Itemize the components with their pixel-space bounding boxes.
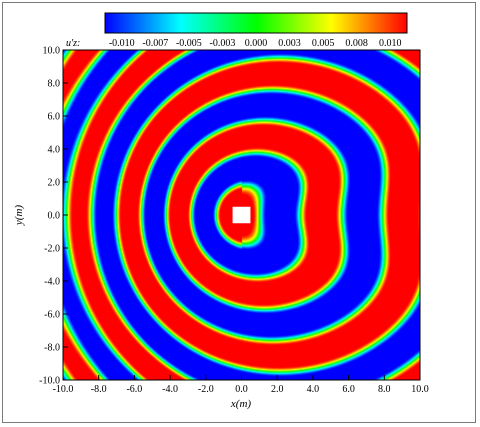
x-tick-label: 8.0 <box>378 384 391 395</box>
y-tick-label: 0.0 <box>48 211 61 222</box>
x-axis-ticks: -10.0 -8.0 -6.0 -4.0 -2.0 0.0 2.0 4.0 6.0 8.0 10.0 <box>53 375 429 395</box>
x-tick-label: -10.0 <box>53 384 74 395</box>
y-tick-label: 8.0 <box>48 79 61 90</box>
y-tick-label: -10.0 <box>39 376 60 387</box>
colorbar-tick-label: 0.008 <box>345 38 368 49</box>
x-tick-label: -2.0 <box>198 384 214 395</box>
x-axis-label: x(m) <box>230 398 251 410</box>
x-tick-label: -6.0 <box>126 384 142 395</box>
colorbar <box>104 12 408 34</box>
y-tick-label: 10.0 <box>43 46 61 57</box>
colorbar-tick-label: 0.005 <box>312 38 335 49</box>
y-tick-label: -8.0 <box>44 343 60 354</box>
colorbar-tick-label: -0.010 <box>109 38 135 49</box>
y-tick-label: 6.0 <box>48 112 61 123</box>
x-tick-label: -8.0 <box>91 384 107 395</box>
colorbar-tick-label: 0.010 <box>379 38 402 49</box>
y-tick-label: 4.0 <box>48 145 61 156</box>
colorbar-tick-label: 0.000 <box>245 38 268 49</box>
figure-frame <box>2 2 476 423</box>
colorbar-tick-label: -0.007 <box>142 38 168 49</box>
colorbar-tick-label: -0.003 <box>210 38 236 49</box>
y-tick-label: -6.0 <box>44 310 60 321</box>
y-tick-label: -4.0 <box>44 277 60 288</box>
x-tick-label: 10.0 <box>411 384 429 395</box>
colorbar-label: u'z: <box>66 38 80 49</box>
y-axis-ticks: 10.0 8.0 6.0 4.0 2.0 0.0 -2.0 -4.0 -6.0 -8.0 -10.0 <box>39 46 68 387</box>
square-obstacle <box>232 206 251 224</box>
x-tick-label: -4.0 <box>162 384 178 395</box>
x-tick-label: 2.0 <box>271 384 284 395</box>
colorbar-ticks: -0.010 -0.007 -0.005 -0.003 0.000 0.003 0.005 0… <box>109 38 402 49</box>
x-tick-label: 0.0 <box>235 384 248 395</box>
x-tick-label: 6.0 <box>342 384 355 395</box>
colorbar-tick-label: -0.005 <box>176 38 202 49</box>
y-axis-label: y(m) <box>13 205 25 226</box>
y-tick-label: 2.0 <box>48 178 61 189</box>
y-tick-label: -2.0 <box>44 244 60 255</box>
x-tick-label: 4.0 <box>307 384 320 395</box>
colorbar-tick-label: 0.003 <box>278 38 301 49</box>
